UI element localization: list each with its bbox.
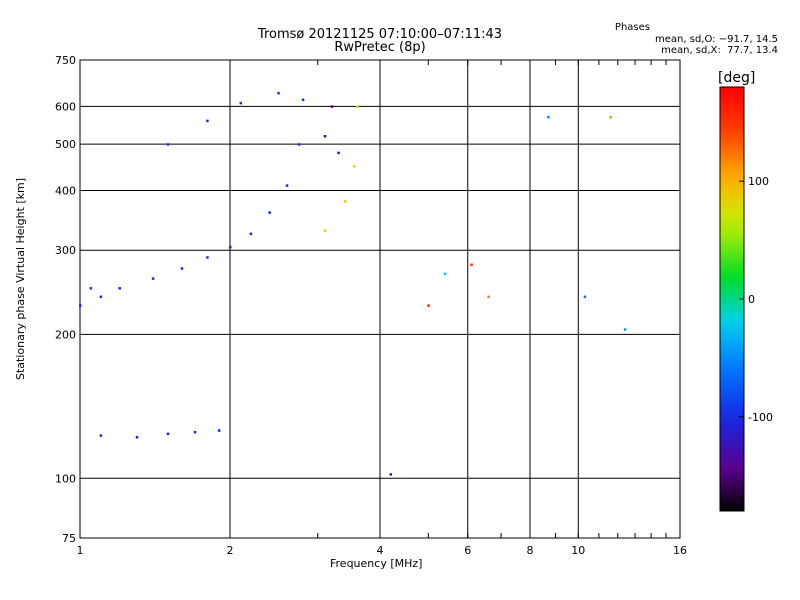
colorbar-tick-label: 0 — [748, 293, 755, 306]
data-point — [151, 277, 155, 280]
data-point — [277, 91, 280, 95]
data-point — [99, 434, 103, 437]
data-point — [239, 101, 243, 105]
data-point — [323, 229, 327, 232]
y-tick-label: 200 — [55, 328, 76, 341]
data-point — [470, 263, 473, 267]
data-point — [623, 328, 627, 331]
colorbar-title: [deg] — [718, 70, 756, 86]
x-tick-label: 10 — [571, 544, 585, 557]
data-point — [330, 105, 334, 108]
data-point — [323, 135, 327, 138]
data-point — [443, 272, 447, 276]
data-point — [166, 143, 170, 146]
y-tick-label: 75 — [62, 532, 76, 545]
data-point — [217, 429, 221, 432]
data-point — [547, 115, 550, 119]
data-point — [609, 115, 612, 119]
data-point — [301, 98, 305, 102]
data-point — [337, 151, 340, 155]
x-tick-label: 8 — [527, 544, 534, 557]
data-point — [99, 295, 103, 299]
y-tick-label: 750 — [55, 54, 76, 67]
y-tick-label: 500 — [55, 138, 76, 151]
data-point — [353, 165, 356, 168]
chart-title-line2: RwPretec (8p) — [334, 40, 426, 55]
colorbar-tick-label: 100 — [748, 175, 769, 188]
data-point — [356, 105, 359, 108]
x-tick-label: 6 — [464, 544, 471, 557]
x-tick-label: 2 — [227, 544, 234, 557]
x-tick-label: 1 — [77, 544, 84, 557]
phase-stats-o: mean, sd,O: −91.7, 14.5 — [655, 34, 778, 45]
data-point — [79, 304, 82, 307]
data-point — [268, 211, 271, 214]
data-point — [487, 295, 490, 299]
chart-title-line1: Tromsø 20121125 07:10:00–07:11:43 — [257, 27, 503, 42]
y-tick-label: 400 — [55, 184, 76, 197]
data-point — [583, 295, 587, 299]
data-point — [89, 287, 93, 290]
data-point — [249, 232, 253, 236]
y-axis-label: Stationary phase Virtual Height [km] — [14, 177, 27, 380]
x-tick-label: 4 — [377, 544, 384, 557]
data-point — [343, 200, 347, 203]
data-point — [206, 256, 209, 259]
data-point — [297, 143, 301, 146]
data-point — [206, 119, 209, 123]
data-point — [193, 430, 197, 434]
colorbar-tick-label: -100 — [748, 411, 773, 424]
y-tick-label: 100 — [55, 472, 76, 485]
data-point — [135, 435, 139, 439]
x-tick-label: 16 — [673, 544, 687, 557]
x-axis-label: Frequency [MHz] — [330, 557, 423, 570]
y-tick-label: 600 — [55, 100, 76, 113]
data-point — [285, 184, 289, 187]
data-point — [180, 267, 184, 270]
y-tick-label: 300 — [55, 244, 76, 257]
data-point — [427, 304, 430, 307]
data-point — [229, 245, 232, 249]
data-point — [118, 287, 121, 290]
phase-title: Phases — [614, 22, 650, 33]
data-point — [389, 473, 393, 476]
data-point — [166, 432, 170, 436]
phase-stats-x: mean, sd,X: 77.7, 13.4 — [661, 45, 778, 56]
